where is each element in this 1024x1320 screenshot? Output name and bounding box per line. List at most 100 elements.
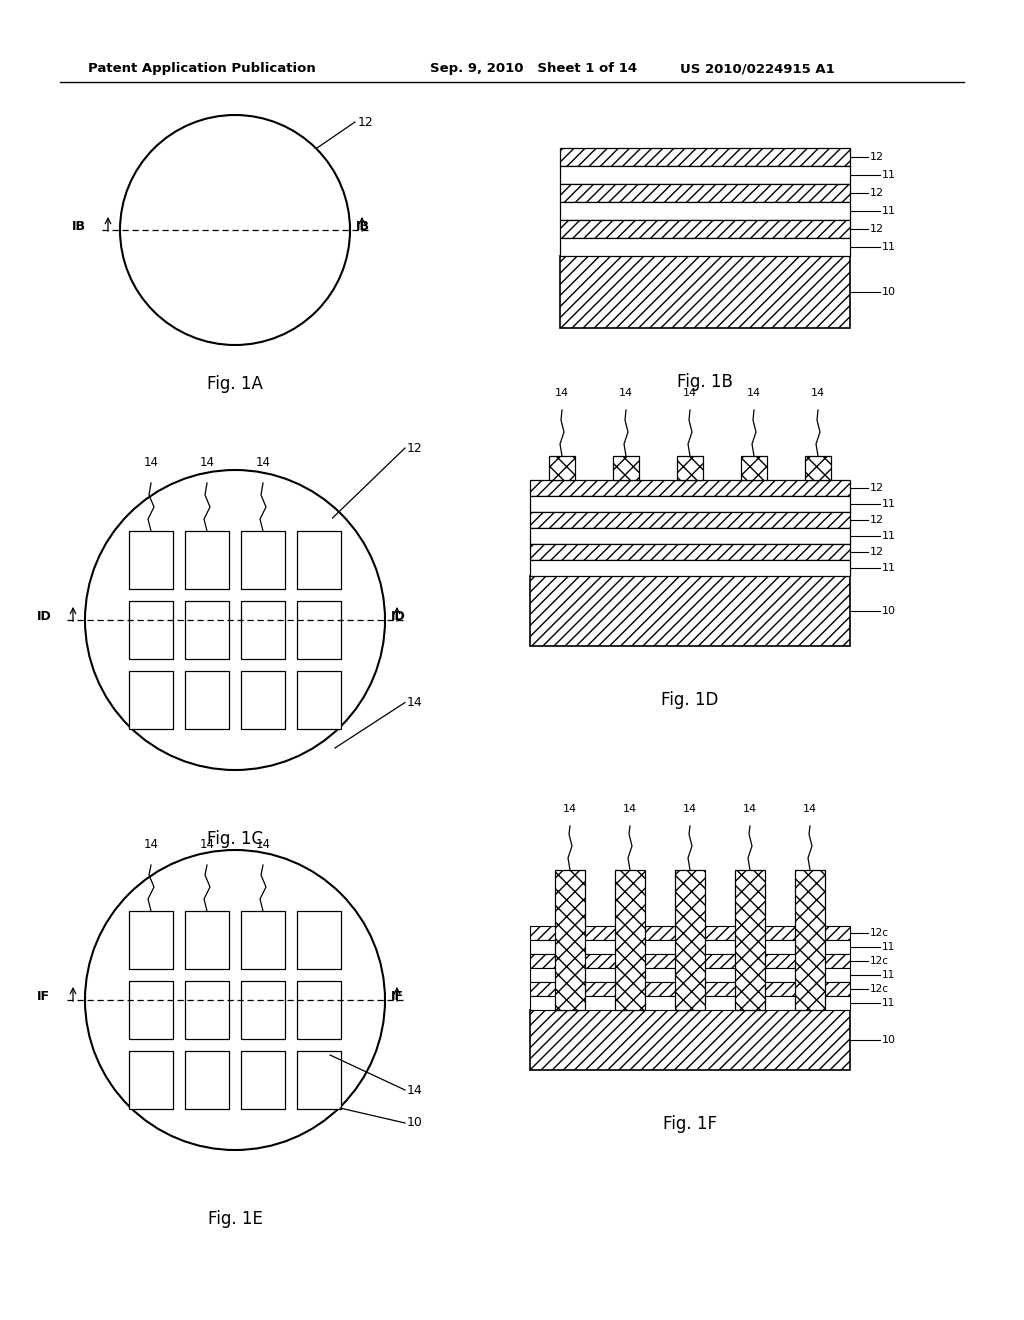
Bar — [129, 531, 173, 589]
Text: 14: 14 — [256, 455, 270, 469]
Bar — [530, 576, 850, 645]
Text: 11: 11 — [882, 242, 896, 252]
Text: 14: 14 — [811, 388, 825, 399]
Text: 14: 14 — [683, 804, 697, 814]
Bar — [795, 870, 825, 1010]
Bar — [560, 148, 850, 166]
Text: 10: 10 — [882, 286, 896, 297]
Text: 14: 14 — [743, 804, 757, 814]
Text: ID: ID — [391, 610, 406, 623]
Text: Sep. 9, 2010   Sheet 1 of 14: Sep. 9, 2010 Sheet 1 of 14 — [430, 62, 637, 75]
Bar — [297, 601, 341, 659]
Text: 12: 12 — [870, 546, 884, 557]
Bar — [530, 544, 850, 560]
Text: 12c: 12c — [870, 928, 889, 939]
Text: Fig. 1A: Fig. 1A — [207, 375, 263, 393]
Text: Fig. 1E: Fig. 1E — [208, 1210, 262, 1228]
Text: 11: 11 — [882, 970, 895, 979]
Text: Fig. 1C: Fig. 1C — [207, 830, 263, 847]
Text: 12c: 12c — [870, 983, 889, 994]
Text: 11: 11 — [882, 564, 896, 573]
Text: 14: 14 — [683, 388, 697, 399]
Bar — [549, 455, 575, 480]
Text: 11: 11 — [882, 998, 895, 1008]
Text: 14: 14 — [563, 804, 578, 814]
Bar — [530, 496, 850, 512]
Bar — [530, 1010, 850, 1071]
Bar — [530, 512, 850, 528]
Circle shape — [85, 470, 385, 770]
Bar — [560, 238, 850, 256]
Bar — [185, 981, 229, 1039]
Bar — [560, 166, 850, 183]
Text: 12: 12 — [870, 483, 884, 492]
Text: 12: 12 — [407, 441, 423, 454]
Text: 14: 14 — [555, 388, 569, 399]
Text: IB: IB — [356, 220, 370, 234]
Text: 11: 11 — [882, 206, 896, 216]
Text: Fig. 1B: Fig. 1B — [677, 374, 733, 391]
Bar — [530, 997, 850, 1010]
Text: 11: 11 — [882, 531, 896, 541]
Bar — [530, 982, 850, 997]
Text: 10: 10 — [882, 1035, 896, 1045]
Bar — [530, 954, 850, 968]
Text: 14: 14 — [623, 804, 637, 814]
Bar — [560, 256, 850, 327]
Bar — [297, 1051, 341, 1109]
Text: Fig. 1F: Fig. 1F — [663, 1115, 717, 1133]
Text: ID: ID — [37, 610, 52, 623]
Bar — [185, 1051, 229, 1109]
Bar — [560, 220, 850, 238]
Text: 14: 14 — [803, 804, 817, 814]
Bar — [741, 455, 767, 480]
Bar — [530, 560, 850, 576]
Text: 14: 14 — [407, 1084, 423, 1097]
Text: 10: 10 — [882, 606, 896, 616]
Bar — [241, 601, 285, 659]
Bar — [129, 1051, 173, 1109]
Bar — [677, 455, 703, 480]
Text: 11: 11 — [882, 942, 895, 952]
Bar — [530, 528, 850, 544]
Text: 14: 14 — [200, 838, 214, 851]
Bar — [530, 480, 850, 496]
Bar — [297, 911, 341, 969]
Text: 14: 14 — [746, 388, 761, 399]
Bar — [185, 531, 229, 589]
Bar — [613, 455, 639, 480]
Bar — [555, 870, 585, 1010]
Bar — [185, 671, 229, 729]
Bar — [185, 601, 229, 659]
Bar — [241, 911, 285, 969]
Bar — [675, 870, 705, 1010]
Bar — [530, 940, 850, 954]
Bar — [129, 671, 173, 729]
Bar — [241, 981, 285, 1039]
Bar — [241, 531, 285, 589]
Text: 12: 12 — [358, 116, 374, 128]
Bar — [241, 671, 285, 729]
Text: Fig. 1D: Fig. 1D — [662, 690, 719, 709]
Text: 11: 11 — [882, 499, 896, 510]
Bar — [560, 202, 850, 220]
Bar — [185, 911, 229, 969]
Bar — [129, 601, 173, 659]
Text: 14: 14 — [618, 388, 633, 399]
Text: IF: IF — [37, 990, 50, 1003]
Bar — [530, 927, 850, 940]
Text: 11: 11 — [882, 170, 896, 180]
Bar — [560, 183, 850, 202]
Bar — [129, 911, 173, 969]
Text: 14: 14 — [407, 696, 423, 709]
Bar — [530, 968, 850, 982]
Bar — [805, 455, 831, 480]
Text: IB: IB — [72, 220, 86, 234]
Text: 14: 14 — [143, 455, 159, 469]
Bar — [735, 870, 765, 1010]
Bar — [615, 870, 645, 1010]
Bar — [297, 671, 341, 729]
Text: 14: 14 — [256, 838, 270, 851]
Text: 14: 14 — [143, 838, 159, 851]
Text: Patent Application Publication: Patent Application Publication — [88, 62, 315, 75]
